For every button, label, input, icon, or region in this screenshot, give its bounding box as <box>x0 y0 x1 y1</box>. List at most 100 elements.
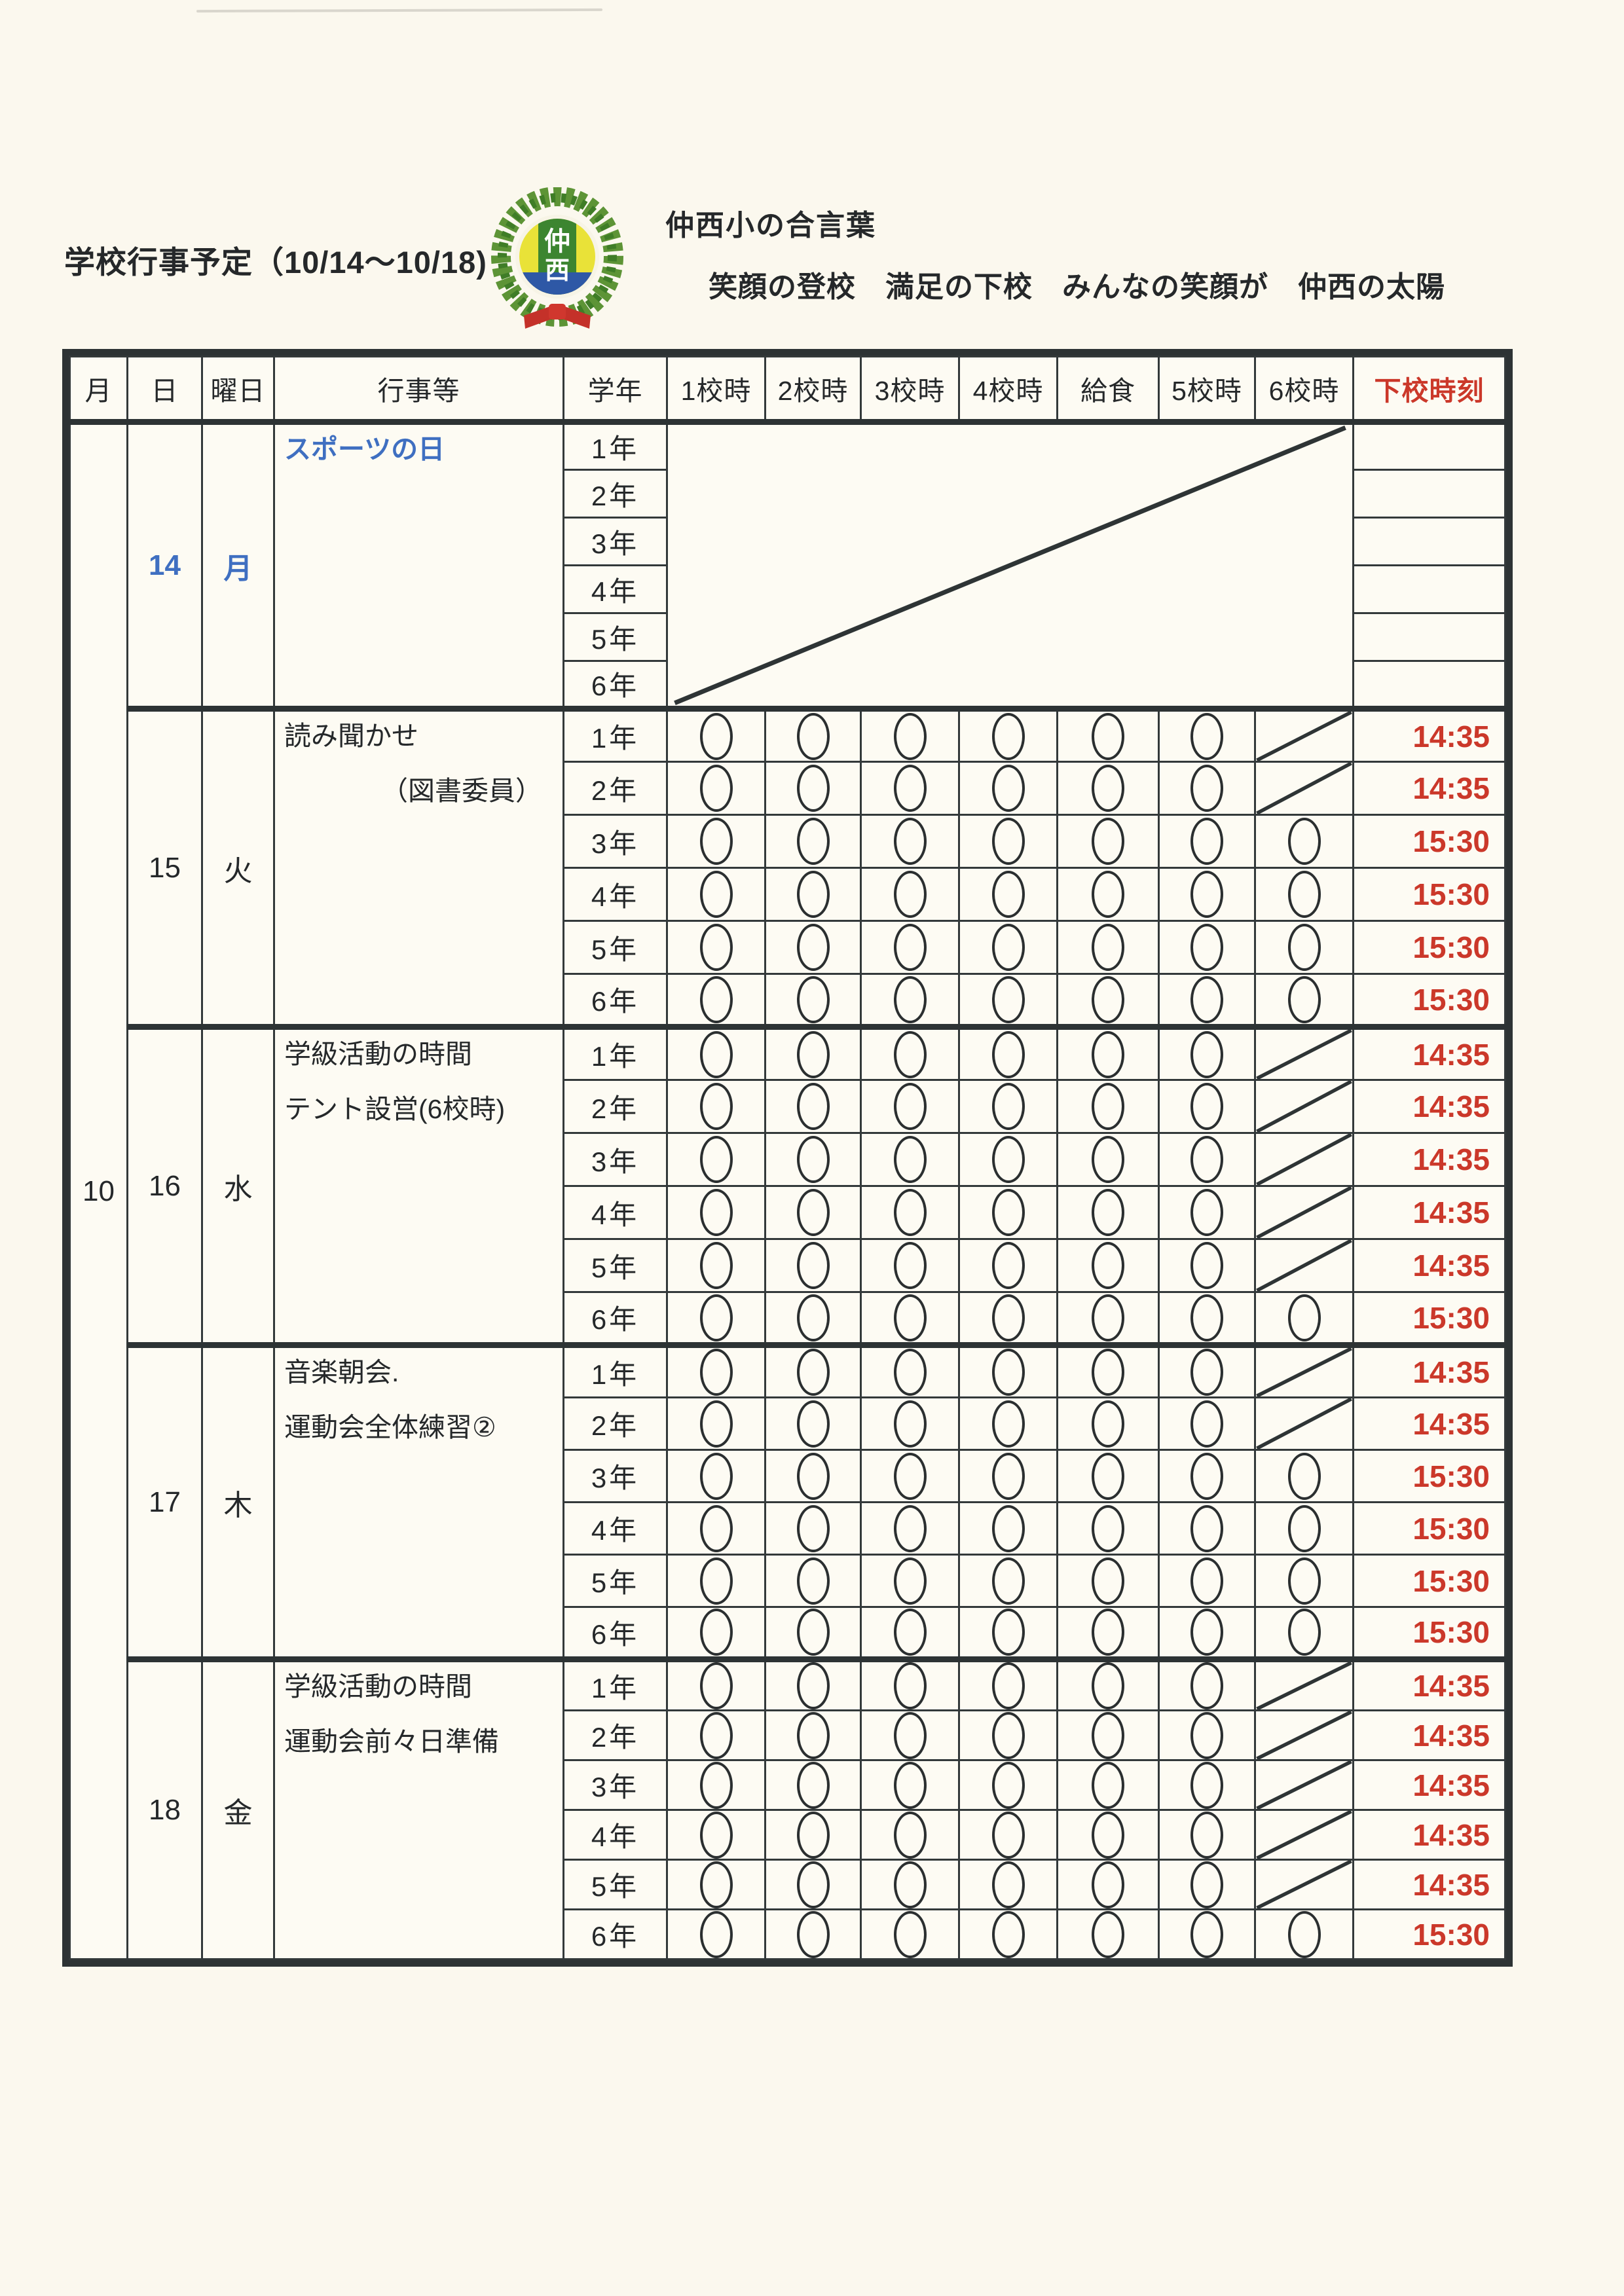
period-circle-cell <box>1056 1759 1160 1811</box>
circle-mark <box>893 1189 927 1236</box>
period-circle-cell <box>1056 1238 1160 1293</box>
table-row: 2年 14:35 <box>70 1709 1506 1761</box>
period-circle-cell <box>1158 1132 1256 1187</box>
grade-cell: 5年 <box>563 1238 668 1293</box>
table-row: 3年 15:30 <box>70 1449 1506 1503</box>
period-circle-cell <box>860 867 960 922</box>
period-circle-cell <box>764 1709 862 1761</box>
circle-mark <box>991 1351 1025 1396</box>
events-cell: 音楽朝会. 運動会全体練習② <box>273 1342 564 1660</box>
circle-mark <box>1092 1400 1124 1448</box>
circle-mark <box>1092 1557 1124 1605</box>
circle-mark <box>991 1861 1025 1908</box>
circle-mark <box>699 1557 733 1605</box>
date-cell-16: 16 <box>126 1024 203 1346</box>
period-circle-cell <box>958 1554 1058 1608</box>
table-row: 2年 14:35 <box>70 1079 1506 1134</box>
period-circle-cell <box>860 1809 960 1861</box>
period-circle-cell <box>666 761 766 816</box>
period-circle-cell <box>666 814 766 869</box>
circle-mark <box>893 1762 927 1808</box>
circle-mark <box>1190 924 1223 971</box>
period-circle-cell <box>764 1342 862 1398</box>
circle-mark <box>991 1504 1025 1552</box>
circle-mark <box>1190 1136 1223 1183</box>
circle-mark <box>699 924 733 971</box>
period-circle-cell <box>764 1024 862 1081</box>
grade-cell: 1年 <box>563 1656 668 1711</box>
circle-mark <box>1092 1861 1124 1908</box>
period-circle-cell <box>1158 1908 1256 1960</box>
period-circle-cell <box>958 761 1058 816</box>
circle-mark <box>991 1242 1025 1289</box>
grade-cell: 6年 <box>563 1908 668 1960</box>
period-slash-cell <box>1254 1342 1354 1398</box>
period-circle-cell <box>860 1185 960 1240</box>
circle-mark <box>893 1136 927 1183</box>
circle-mark <box>1092 1762 1124 1808</box>
period-slash-cell <box>1254 1238 1354 1293</box>
circle-mark <box>1092 1242 1124 1289</box>
period-circle-cell <box>1056 1809 1160 1861</box>
table-row: 3年 14:35 <box>70 1132 1506 1187</box>
dismissal-time: 15:30 <box>1352 1606 1506 1660</box>
period-circle-cell <box>1254 1501 1354 1556</box>
circle-mark <box>1190 1609 1223 1656</box>
period-circle-cell <box>666 867 766 922</box>
table-row: 2年 <box>70 469 1506 519</box>
circle-mark <box>1092 1452 1124 1500</box>
column-header-6: 2校時 <box>764 355 862 425</box>
period-circle-cell <box>666 1501 766 1556</box>
period-circle-cell <box>860 1396 960 1451</box>
period-circle-cell <box>1158 1185 1256 1240</box>
period-circle-cell <box>1056 1342 1160 1398</box>
circle-mark <box>1287 1452 1321 1500</box>
table-row: 15 火読み聞かせ （図書委員） 1年 14:35 <box>70 706 1506 1028</box>
period-slash-cell <box>1254 761 1354 816</box>
circle-mark <box>1092 818 1124 865</box>
table-row: 6年 15:30 <box>70 973 1506 1028</box>
column-header-dismissal-time: 下校時刻 <box>1352 355 1506 425</box>
grade-cell: 4年 <box>563 1501 668 1556</box>
circle-mark <box>991 765 1025 812</box>
circle-mark <box>1092 714 1124 760</box>
period-circle-cell <box>666 1859 766 1910</box>
circle-mark <box>1190 1665 1223 1709</box>
period-circle-cell <box>666 1185 766 1240</box>
event-text: スポーツの日 <box>284 434 445 464</box>
period-circle-cell <box>860 1024 960 1081</box>
circle-mark <box>893 1911 927 1958</box>
period-circle-cell <box>1158 1449 1256 1503</box>
period-circle-cell <box>860 761 960 816</box>
period-circle-cell <box>1056 920 1160 975</box>
month-cell: 10 <box>69 419 128 1960</box>
period-circle-cell <box>860 1908 960 1960</box>
period-circle-cell <box>860 1501 960 1556</box>
circle-mark <box>1190 818 1223 865</box>
dismissal-time: 14:35 <box>1352 761 1506 816</box>
circle-mark <box>796 1665 830 1709</box>
circle-mark <box>1092 1504 1124 1552</box>
circle-mark <box>699 1189 733 1236</box>
grade-cell: 5年 <box>563 920 668 975</box>
grade-cell: 3年 <box>563 1759 668 1811</box>
period-circle-cell <box>764 867 862 922</box>
circle-mark <box>1190 871 1223 918</box>
circle-mark <box>796 1911 830 1958</box>
event-text: （図書委員） <box>381 776 542 806</box>
scan-artifact <box>196 8 603 13</box>
period-circle-cell <box>1056 1501 1160 1556</box>
dismissal-time: 14:35 <box>1352 1709 1506 1761</box>
event-text: 音楽朝会. <box>284 1357 399 1387</box>
period-circle-cell <box>764 973 862 1028</box>
dismissal-time: 15:30 <box>1352 1908 1506 1960</box>
grade-cell: 6年 <box>563 1606 668 1660</box>
grade-cell: 6年 <box>563 973 668 1028</box>
circle-mark <box>1092 1136 1124 1183</box>
column-header-10: 5校時 <box>1158 355 1256 425</box>
grade-cell: 3年 <box>563 814 668 869</box>
period-circle-cell <box>958 1449 1058 1503</box>
event-text: 読み聞かせ <box>284 721 418 751</box>
weekday-cell: 火 <box>201 706 275 1028</box>
grade-cell: 5年 <box>563 612 668 662</box>
